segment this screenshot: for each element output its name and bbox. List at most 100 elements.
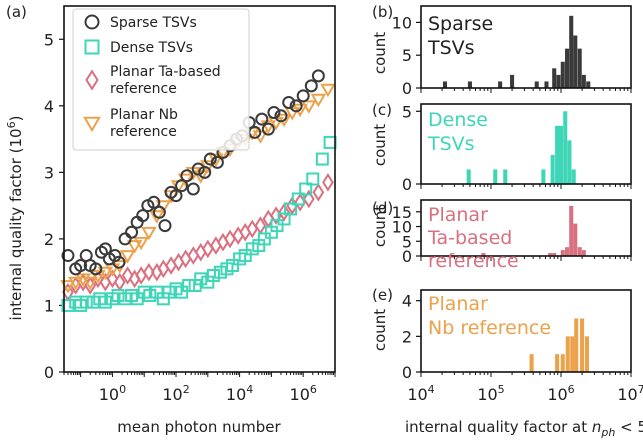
panel-e-frame bbox=[420, 289, 632, 373]
histogram-bar bbox=[567, 140, 572, 184]
legend-label-ta-line1: Planar Ta-based bbox=[110, 64, 221, 80]
histogram-bar bbox=[565, 247, 570, 256]
panel-a-point-sparse bbox=[255, 112, 269, 126]
panel-b-y-ticks: 0 5 10 bbox=[392, 13, 421, 98]
histogram-bar bbox=[534, 81, 539, 88]
panel-b: (b) count 0 5 10 Sparse TSVs bbox=[371, 3, 632, 98]
panel-a-x-tick-label: 106 bbox=[290, 383, 317, 404]
panel-a-point-dense bbox=[306, 172, 320, 186]
panel-a-x-tick-label-exp: 0 bbox=[119, 383, 126, 396]
panel-a-point-dense bbox=[323, 135, 337, 149]
histogram-bar bbox=[569, 15, 574, 89]
panel-a-x-ticks: 100 102 104 106 bbox=[63, 372, 336, 404]
legend-marker-sparse bbox=[84, 14, 100, 30]
histogram-bar bbox=[552, 253, 557, 256]
panel-a-point-sparse bbox=[118, 232, 132, 246]
hist-x-tick-label-base: 10 bbox=[547, 385, 567, 404]
panel-a-point-dense bbox=[206, 269, 220, 283]
histogram-bar bbox=[498, 81, 503, 88]
legend-marker-nb bbox=[83, 116, 101, 133]
histogram-bar bbox=[541, 169, 546, 184]
panel-d-annotation-line3: reference bbox=[428, 250, 519, 272]
panel-b-bars bbox=[442, 15, 591, 89]
panel-a-point-sparse bbox=[191, 162, 205, 176]
panel-c-bars bbox=[466, 111, 576, 184]
histogram-bar bbox=[570, 336, 575, 372]
panel-a-x-tick-label-exp: 2 bbox=[183, 383, 190, 396]
panel-a-point-ta bbox=[143, 262, 155, 282]
panel-a-ylabel: internal quality factor (106) bbox=[5, 116, 25, 321]
panel-a-legend: Sparse TSVs Dense TSVs Planar Ta-based r… bbox=[72, 8, 250, 151]
panel-c-annotation-line1: Dense bbox=[428, 109, 488, 131]
panel-c: (c) count 05 Dense TSVs bbox=[371, 101, 632, 194]
histogram-bar bbox=[586, 81, 591, 88]
hist-y-tick-label: 5 bbox=[402, 232, 412, 251]
panel-a-point-nb bbox=[60, 280, 76, 294]
histogram-bar bbox=[573, 223, 578, 256]
legend-label-nb-line2: reference bbox=[110, 124, 177, 140]
panel-a-y-tick-label: 3 bbox=[44, 163, 54, 182]
histogram-bar bbox=[560, 354, 565, 372]
hist-y-tick-label: 5 bbox=[402, 46, 412, 65]
panel-a-y-tick-label: 5 bbox=[44, 30, 54, 49]
panel-a-point-sparse bbox=[180, 169, 194, 183]
panel-a-point-sparse bbox=[158, 219, 172, 233]
panel-a-point-dense bbox=[238, 249, 252, 263]
panel-a-point-sparse bbox=[274, 109, 288, 123]
hist-y-tick-label: 5 bbox=[402, 102, 412, 121]
histogram-bar bbox=[493, 169, 498, 184]
panel-a-point-nb bbox=[126, 240, 143, 254]
histogram-bar bbox=[565, 336, 570, 372]
panel-a-point-nb bbox=[97, 266, 114, 281]
panel-a-ylabel-close: ) bbox=[7, 116, 25, 122]
hist-y-tick-label: 10 bbox=[392, 13, 412, 32]
histogram-bar bbox=[565, 48, 570, 88]
histogram-xlabel-var: n bbox=[592, 418, 602, 436]
panel-e-bars bbox=[529, 318, 590, 372]
panel-a-point-dense bbox=[162, 285, 176, 299]
histogram-bar bbox=[529, 354, 534, 372]
histogram-bar bbox=[560, 250, 565, 256]
histogram-bar bbox=[581, 74, 586, 88]
histogram-bar bbox=[573, 35, 578, 88]
panel-a: (a) internal quality factor (106) 012345… bbox=[5, 3, 337, 436]
histogram-bar bbox=[577, 247, 582, 256]
legend-label-sparse: Sparse TSVs bbox=[110, 15, 197, 31]
panel-a-point-sparse bbox=[296, 89, 310, 103]
panel-a-x-tick-label: 102 bbox=[162, 383, 189, 404]
histogram-bar bbox=[442, 81, 447, 88]
histogram-bar bbox=[581, 250, 586, 256]
panel-a-point-dense bbox=[284, 202, 298, 216]
hist-y-tick-label: 4 bbox=[402, 292, 412, 311]
histogram-bar bbox=[569, 205, 574, 256]
panel-e-annotation-line1: Planar bbox=[428, 293, 488, 315]
histogram-bar bbox=[574, 318, 579, 372]
panel-a-point-dense bbox=[61, 298, 75, 312]
legend-label-ta-line2: reference bbox=[110, 81, 177, 97]
panel-a-x-tick-label-base: 10 bbox=[99, 385, 119, 404]
histogram-bar bbox=[550, 154, 555, 184]
panel-d-label: (d) bbox=[372, 199, 393, 217]
panel-a-point-sparse bbox=[304, 79, 318, 93]
panel-a-point-sparse bbox=[89, 262, 103, 276]
histogram-bar bbox=[555, 354, 560, 372]
panel-a-point-dense bbox=[299, 182, 313, 196]
histogram-bar bbox=[571, 169, 576, 184]
panel-d-frame bbox=[420, 199, 632, 257]
panel-e: (e) count 024 104 105 106 107 Planar Nb ref… bbox=[371, 286, 643, 439]
panel-a-point-dense bbox=[143, 288, 157, 302]
panel-a-point-sparse bbox=[169, 189, 183, 203]
histogram-xlabel-main: internal quality factor at bbox=[405, 418, 592, 436]
panel-a-point-nb bbox=[320, 83, 336, 98]
histogram-bar bbox=[563, 111, 568, 184]
hist-x-tick-label-exp: 7 bbox=[638, 383, 643, 396]
panel-e-ylabel: count bbox=[371, 309, 389, 351]
hist-y-tick-label: 0 bbox=[402, 363, 412, 382]
panel-a-point-ta bbox=[302, 189, 315, 209]
histogram-bar bbox=[552, 68, 557, 88]
panel-a-point-nb bbox=[67, 276, 84, 291]
histogram-xlabel-sub: ph bbox=[600, 426, 615, 439]
panel-c-ylabel: count bbox=[371, 124, 389, 166]
hist-x-tick-label-exp: 5 bbox=[498, 383, 505, 396]
panel-a-frame bbox=[63, 5, 336, 373]
